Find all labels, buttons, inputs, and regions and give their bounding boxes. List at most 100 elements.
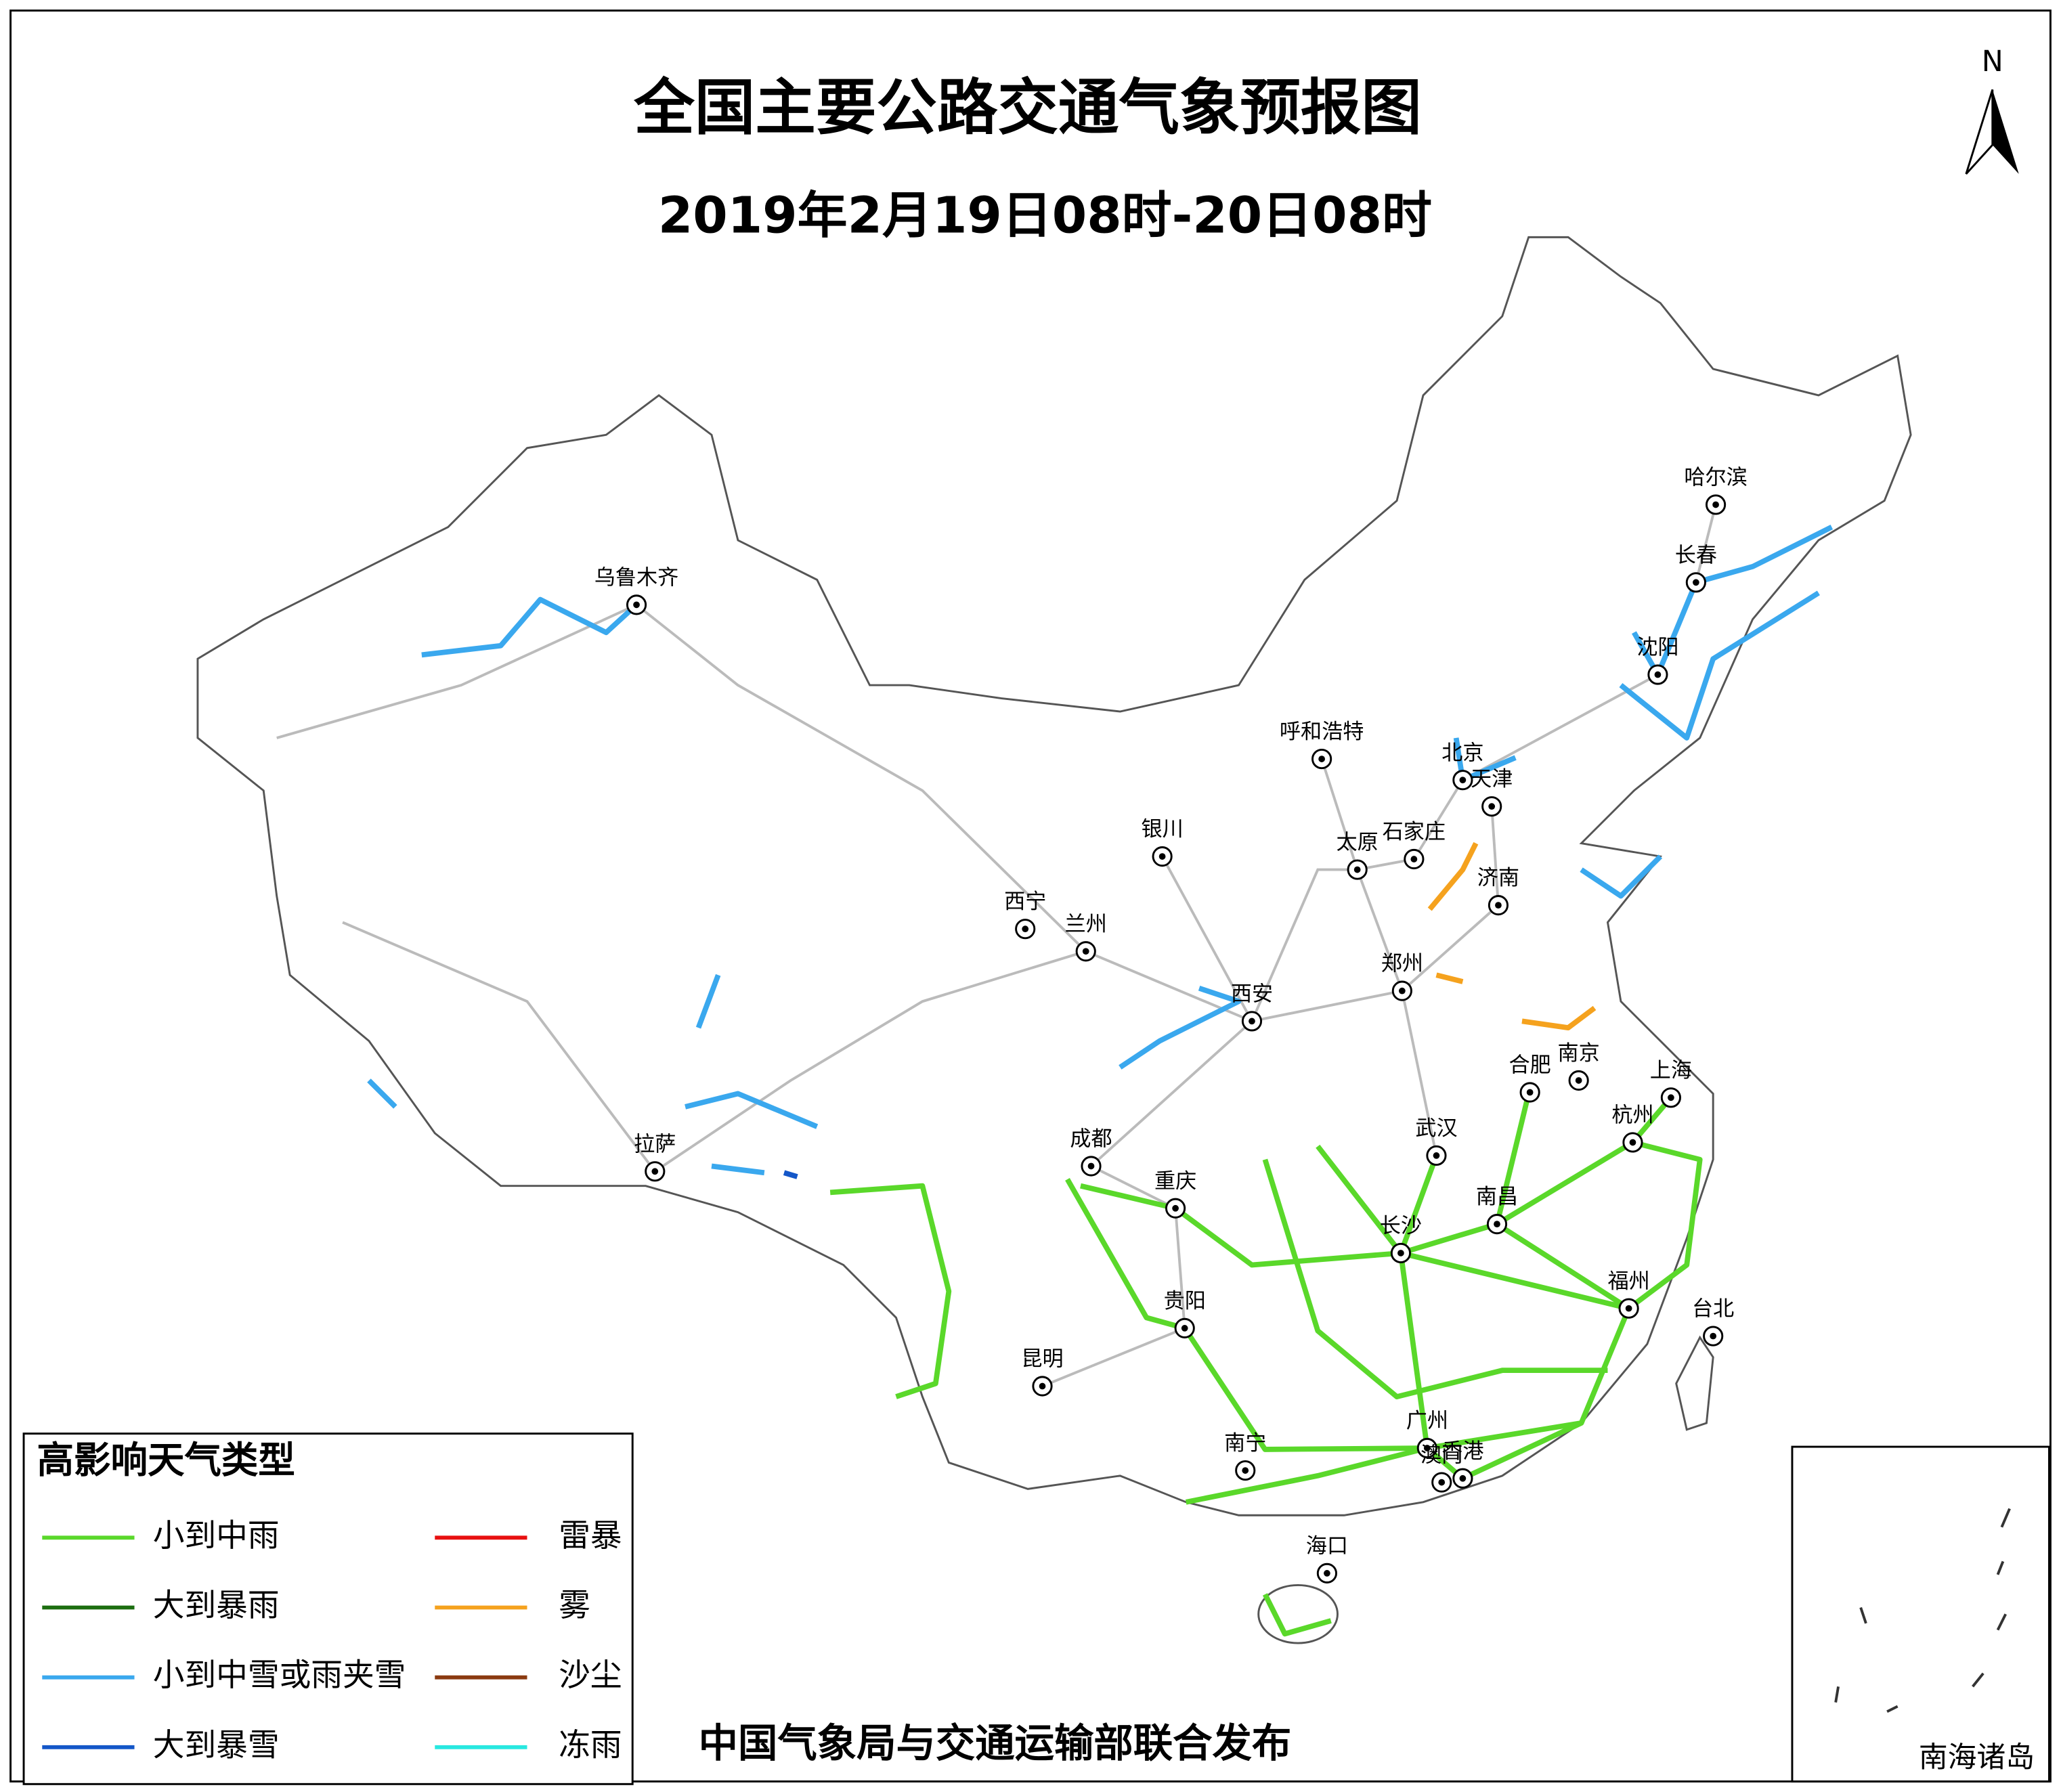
city-label: 银川	[1141, 817, 1183, 842]
city-label: 乌鲁木齐	[594, 565, 679, 590]
inset-label: 南海诸岛	[1919, 1741, 2035, 1774]
city-dot	[1318, 756, 1325, 762]
city-dot	[1324, 1570, 1330, 1577]
weather-road	[695, 974, 721, 1029]
city-label: 武汉	[1415, 1116, 1457, 1141]
city-label: 南京	[1558, 1041, 1600, 1066]
city-dot	[1410, 856, 1418, 862]
road	[276, 603, 1500, 1023]
weather-road	[1580, 854, 1663, 899]
taiwan	[1675, 1335, 1714, 1431]
road	[1320, 758, 1438, 1156]
city-label: 石家庄	[1383, 820, 1446, 844]
north-label: N	[1982, 45, 2003, 79]
city-label: 拉萨	[634, 1132, 676, 1156]
weather-road	[1619, 590, 1820, 741]
city-dot	[1158, 853, 1166, 860]
city-dot	[1353, 866, 1361, 873]
weather-road	[1435, 972, 1464, 984]
weather-road	[1119, 986, 1242, 1070]
north-arrow	[1965, 89, 1994, 175]
city-dot	[1575, 1077, 1582, 1084]
city-dot	[1526, 1089, 1534, 1096]
city-dot	[1654, 671, 1662, 678]
weather-road	[829, 1183, 952, 1399]
city-label: 台北	[1692, 1297, 1734, 1321]
legend-title: 高影响天气类型	[37, 1439, 295, 1482]
city-label: 杭州	[1611, 1103, 1653, 1128]
weather-road	[1627, 1139, 1703, 1311]
city-label: 广州	[1406, 1409, 1448, 1433]
city-dot	[1459, 777, 1467, 784]
city-dot	[1668, 1094, 1674, 1101]
city-label: 济南	[1477, 866, 1519, 890]
city-label: 西安	[1231, 982, 1273, 1006]
city-dot	[1249, 1018, 1255, 1025]
legend-label: 小到中雨	[153, 1518, 280, 1554]
weather-road	[1521, 1005, 1597, 1031]
legend-label: 冻雨	[559, 1727, 622, 1764]
city-label: 海口	[1306, 1534, 1348, 1558]
title: 全国主要公路交通气象预报图	[633, 73, 1422, 144]
city-label: 西宁	[1004, 890, 1046, 914]
city-dot	[1438, 1479, 1446, 1486]
weather-road	[1262, 1158, 1608, 1399]
city-dot	[1039, 1382, 1046, 1390]
city-label: 贵阳	[1164, 1289, 1206, 1313]
city-label: 上海	[1650, 1058, 1692, 1083]
city-label: 南宁	[1224, 1431, 1266, 1456]
city-label: 福州	[1607, 1269, 1649, 1294]
city-dot	[1397, 1250, 1404, 1256]
weather-road	[685, 1091, 819, 1129]
city-label: 太原	[1337, 831, 1379, 855]
city-dot	[1494, 1221, 1500, 1227]
legend-label: 雷暴	[559, 1518, 622, 1554]
city-label: 合肥	[1509, 1053, 1551, 1078]
city-dot	[1087, 1162, 1095, 1170]
city-label: 兰州	[1065, 912, 1107, 936]
city-dot	[651, 1168, 659, 1175]
city-dot	[1082, 948, 1089, 955]
city-label: 郑州	[1381, 952, 1423, 976]
city-label: 长春	[1675, 543, 1717, 567]
city-label: 重庆	[1154, 1169, 1196, 1194]
city-dot	[633, 601, 640, 609]
legend-label: 沙尘	[559, 1657, 622, 1694]
city-dot	[1625, 1305, 1632, 1312]
city-label: 南昌	[1476, 1185, 1518, 1209]
city-label: 呼和浩特	[1280, 720, 1364, 744]
city-dot	[1459, 1474, 1467, 1482]
city-dot	[1181, 1325, 1188, 1332]
legend-label: 大到暴雪	[153, 1727, 280, 1764]
city-label: 成都	[1070, 1127, 1112, 1152]
city-dot	[1242, 1467, 1249, 1474]
weather-road	[421, 596, 638, 658]
road	[654, 950, 1087, 1173]
city-dot	[1488, 803, 1496, 810]
weather-road	[711, 1163, 765, 1176]
inset-box	[1791, 1445, 2050, 1783]
city-label: 澳门	[1420, 1443, 1462, 1468]
city-label: 哈尔滨	[1684, 466, 1747, 490]
weather-road	[1185, 1420, 1582, 1505]
legend-label: 大到暴雨	[153, 1588, 280, 1624]
country-outline	[196, 236, 1912, 1516]
city-dot	[1172, 1204, 1179, 1212]
city-dot	[1712, 501, 1719, 508]
north-arrow	[1992, 89, 2019, 174]
city-label: 昆明	[1021, 1347, 1063, 1372]
weather-road	[367, 1078, 397, 1109]
city-dot	[1022, 925, 1029, 933]
hainan	[1257, 1583, 1339, 1644]
city-dot	[1495, 902, 1502, 909]
road	[342, 921, 656, 1173]
inset-dashes	[1834, 1508, 2011, 1713]
weather-road	[1427, 842, 1479, 911]
city-dot	[1433, 1152, 1440, 1159]
city-label: 香港	[1441, 1439, 1483, 1464]
city-label: 北京	[1441, 741, 1483, 765]
